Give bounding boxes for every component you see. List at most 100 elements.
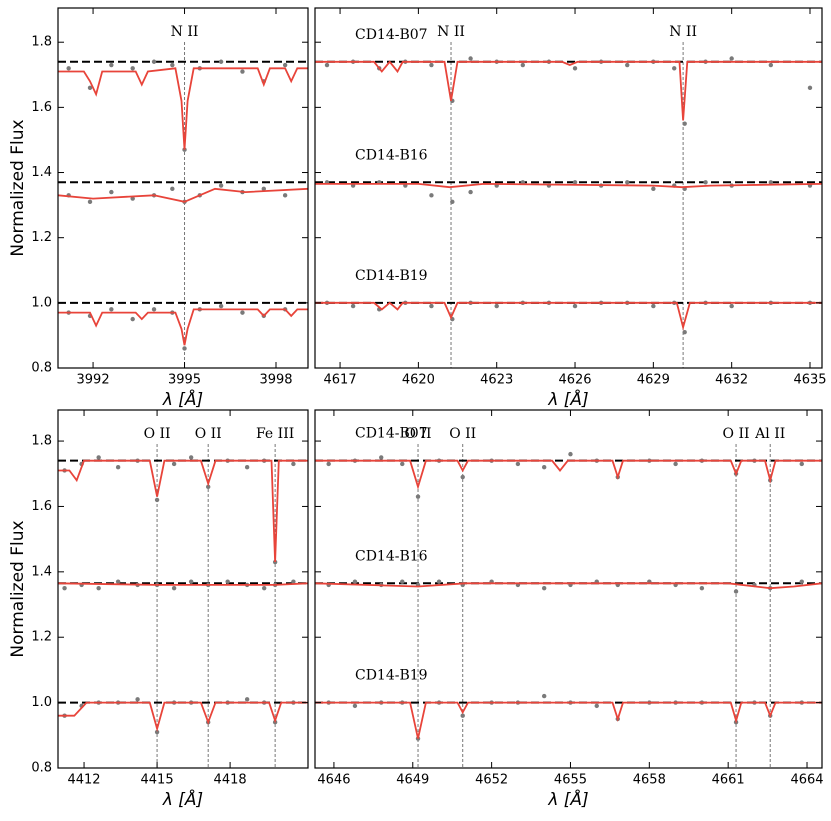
x-tick-label: 3992 [77, 373, 110, 388]
observed-point [96, 455, 101, 460]
observed-point [130, 66, 135, 71]
feature-label: O II [723, 426, 750, 442]
frame [57, 409, 309, 769]
observed-point [460, 713, 465, 718]
star-label: CD14-B07 [355, 426, 428, 442]
observed-point [218, 59, 224, 64]
x-tick-label: 3995 [168, 373, 201, 388]
plot-area [315, 444, 822, 768]
observed-point [468, 56, 473, 61]
observed-point [205, 484, 211, 490]
observed-point [429, 303, 434, 309]
x-axis-label: λ [Å] [547, 388, 588, 410]
observed-point [188, 579, 194, 584]
star-label: CD14-B19 [355, 668, 428, 684]
observed-point [625, 180, 630, 185]
observed-point [651, 186, 656, 192]
feature-label: N II [171, 24, 199, 40]
y-tick-label: 1.2 [31, 230, 52, 245]
observed-point [733, 589, 739, 594]
model-line [58, 459, 308, 563]
observed-point [468, 189, 473, 195]
observed-point [66, 66, 71, 71]
observed-point [352, 579, 358, 584]
observed-point [415, 494, 421, 499]
plot-area [315, 42, 822, 368]
star-label: CD14-B07 [355, 27, 428, 43]
observed-point [568, 451, 573, 457]
observed-point [171, 461, 177, 467]
x-tick-label: 4632 [715, 373, 748, 388]
observed-point [651, 303, 656, 309]
y-tick-label: 1.6 [31, 100, 52, 115]
x-tick-label: 4629 [637, 373, 670, 388]
observed-point [460, 474, 465, 480]
frame [314, 7, 823, 369]
panel: O II O II O II Al IICD14-B07CD14-B16CD14-B1… [314, 409, 824, 810]
x-tick-label: 4623 [480, 373, 513, 388]
observed-point [682, 329, 687, 335]
observed-point [768, 180, 774, 185]
model-line [315, 701, 822, 739]
observed-point [109, 62, 114, 68]
observed-point [400, 461, 405, 467]
y-tick-label: 1.4 [31, 564, 52, 579]
observed-point [170, 62, 175, 68]
observed-point [62, 585, 67, 591]
model-line [58, 187, 308, 203]
observed-point [170, 186, 175, 192]
model-line [315, 301, 822, 331]
observed-point [682, 121, 687, 126]
y-tick-label: 1.0 [31, 295, 52, 310]
x-tick-label: 4626 [558, 373, 591, 388]
observed-point [673, 461, 678, 467]
x-tick-label: 4418 [214, 773, 247, 788]
y-tick-label: 1.6 [31, 499, 52, 514]
observed-point [225, 579, 230, 584]
observed-point [154, 497, 160, 503]
y-axis-label: Normalized Flux [8, 520, 28, 657]
x-tick-label: 4635 [793, 373, 826, 388]
model-line [58, 67, 308, 150]
observed-point [151, 307, 157, 312]
observed-point [703, 180, 708, 185]
observed-point [324, 62, 330, 68]
panel: N II N II CD14-B07 CD14-B16 CD14-B19 4617 4620… [314, 7, 827, 410]
x-tick-label: 4412 [67, 773, 100, 788]
observed-point [572, 180, 578, 185]
observed-point [494, 303, 499, 309]
x-tick-label: 4617 [324, 373, 357, 388]
star-label: CD14-B19 [355, 268, 428, 284]
x-tick-label: 4658 [633, 773, 666, 788]
model-line [315, 182, 822, 189]
star-label: CD14-B16 [355, 548, 428, 564]
observed-point [115, 465, 121, 470]
observed-point [182, 346, 187, 351]
observed-point [379, 455, 384, 460]
plot-area [58, 42, 308, 368]
observed-point [400, 579, 405, 584]
y-axis-label: Normalized Flux [8, 119, 28, 256]
observed-point [729, 56, 734, 61]
y-tick-label: 1.4 [31, 165, 52, 180]
x-tick-label: 4655 [554, 773, 587, 788]
observed-point [130, 316, 135, 322]
observed-point [572, 66, 578, 71]
observed-point [240, 310, 245, 315]
observed-point [729, 303, 734, 309]
feature-label: Fe III [256, 426, 294, 442]
observed-point [541, 585, 547, 591]
y-tick-label: 1.8 [31, 35, 52, 50]
feature-label: O II [144, 426, 171, 442]
model-line [58, 582, 308, 586]
observed-point [188, 455, 194, 460]
model-line [58, 308, 308, 346]
observed-point [87, 199, 93, 205]
observed-point [87, 85, 93, 91]
observed-point [151, 59, 157, 64]
observed-point [520, 62, 526, 68]
x-tick-label: 4661 [712, 773, 745, 788]
feature-label: N II [669, 24, 697, 40]
observed-point [672, 66, 677, 71]
